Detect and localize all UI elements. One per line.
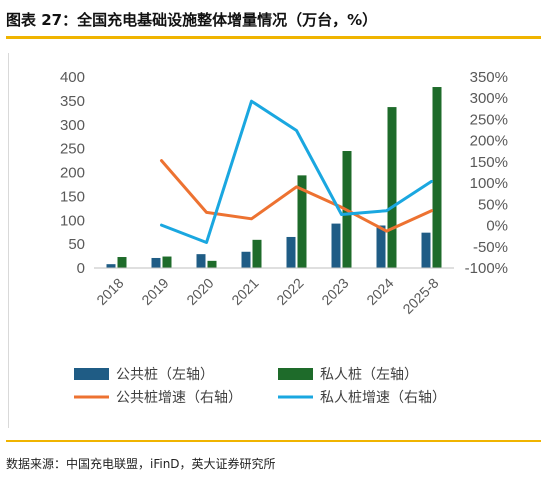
- x-axis: 2018 2019 2020 2021 2022 2023 2024 2025-8: [93, 275, 441, 317]
- bar-public: [421, 232, 431, 268]
- y-left-tick-label: 300: [60, 117, 85, 134]
- x-tick-label: 2019: [138, 275, 171, 308]
- source-rule: [6, 440, 541, 442]
- bar-private: [162, 256, 172, 268]
- y-right-tick-label: -50%: [473, 239, 508, 256]
- bar-private: [297, 175, 307, 268]
- x-tick-label: 2025-8: [399, 275, 441, 317]
- legend-swatch: [278, 368, 313, 380]
- y-left-tick-label: 250: [60, 141, 85, 158]
- chart-title: 图表 27：全国充电基础设施整体增量情况（万台，%）: [6, 11, 378, 29]
- legend-label: 公共桩增速（右轴）: [116, 389, 242, 406]
- bar-private: [117, 257, 127, 268]
- bar-public: [196, 254, 206, 268]
- y-left-tick-label: 200: [60, 165, 85, 182]
- y-right-tick-label: 0%: [486, 218, 508, 235]
- x-tick-label: 2018: [93, 275, 126, 308]
- y-left-tick-label: 400: [60, 69, 85, 86]
- bar-public: [286, 236, 296, 268]
- bar-public: [331, 223, 341, 268]
- legend-label: 公共桩（左轴）: [116, 366, 214, 383]
- y-right-tick-label: 200%: [470, 133, 508, 150]
- x-tick-label: 2021: [228, 275, 261, 308]
- y-right-tick-label: 250%: [470, 111, 508, 128]
- chart-svg: 0 50 100 150 200 250 300 350 400 -100% -50% 0% 50% 1…: [60, 69, 508, 406]
- y-axis-left: 0 50 100 150 200 250 300 350 400: [60, 69, 85, 277]
- x-tick-label: 2024: [363, 275, 396, 308]
- legend-swatch: [74, 368, 109, 380]
- y-left-tick-label: 0: [77, 260, 85, 277]
- chart-frame-edge: [8, 53, 9, 428]
- y-left-tick-label: 350: [60, 93, 85, 110]
- bar-public: [106, 264, 116, 268]
- line-private-growth: [160, 99, 433, 244]
- source-note: 数据来源：中国充电联盟，iFinD，英大证券研究所: [6, 457, 276, 471]
- title-rule: [6, 36, 541, 39]
- y-right-tick-label: 150%: [470, 154, 508, 171]
- bar-private: [432, 87, 442, 268]
- y-right-tick-label: -100%: [465, 260, 508, 277]
- x-tick-label: 2022: [273, 275, 306, 308]
- bar-private: [252, 239, 262, 268]
- x-tick-label: 2023: [318, 275, 351, 308]
- legend: 公共桩（左轴） 私人桩（左轴） 公共桩增速（右轴） 私人桩增速（右轴）: [74, 366, 446, 406]
- y-right-tick-label: 50%: [478, 196, 508, 213]
- bar-public: [151, 257, 161, 268]
- y-left-tick-label: 150: [60, 188, 85, 205]
- x-tick-label: 2020: [183, 275, 216, 308]
- y-axis-right: -100% -50% 0% 50% 100% 150% 200% 250% 300% 350%: [465, 69, 508, 277]
- y-right-tick-label: 300%: [470, 90, 508, 107]
- bar-private: [207, 260, 217, 268]
- bar-private: [387, 107, 397, 269]
- y-left-tick-label: 50: [68, 236, 85, 253]
- legend-label: 私人桩（左轴）: [320, 366, 418, 383]
- legend-label: 私人桩增速（右轴）: [320, 389, 446, 406]
- bar-public: [241, 251, 251, 268]
- y-left-tick-label: 100: [60, 212, 85, 229]
- y-right-tick-label: 100%: [470, 175, 508, 192]
- growth-lines: [160, 99, 433, 244]
- line-public-growth: [160, 159, 433, 233]
- bar-public: [376, 225, 386, 268]
- y-right-tick-label: 350%: [470, 69, 508, 86]
